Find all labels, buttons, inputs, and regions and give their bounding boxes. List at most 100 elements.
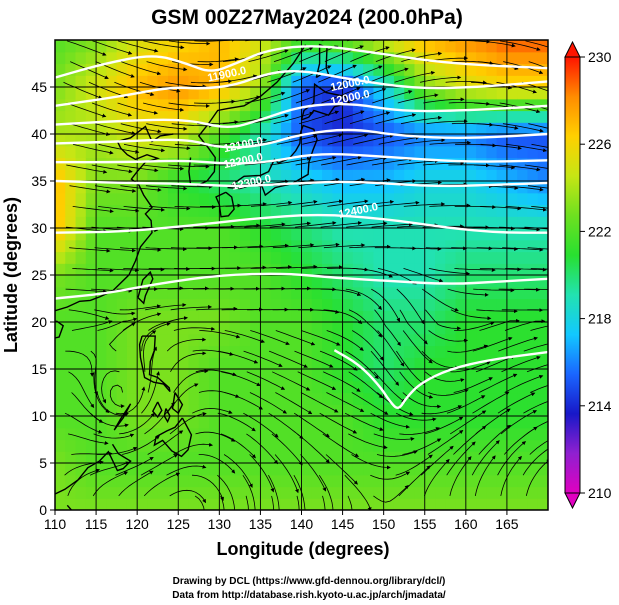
streamline [346,87,387,104]
heat-cell [322,228,333,241]
heat-cell [75,392,87,405]
heat-cell [506,486,518,499]
streamline [298,110,340,125]
heat-cell [137,216,149,229]
heat-cell [198,345,210,358]
streamline [348,309,383,338]
heat-cell [260,298,272,311]
streamline [66,164,108,174]
heat-cell [404,298,416,311]
heat-cell [65,404,77,417]
heat-cell [517,416,529,429]
heat-cell [383,369,395,382]
height-contour [55,152,548,165]
heat-cell [239,122,251,135]
heat-cell [404,239,416,253]
heat-cell [126,416,138,429]
heat-cell [476,345,487,358]
heat-cell [414,451,426,464]
heat-cell [342,427,354,441]
heat-cell [85,98,97,112]
streamline [351,330,384,361]
heat-cell [486,122,498,135]
heat-cell [404,169,416,182]
heat-cell [116,486,128,499]
streamline [216,74,258,83]
heat-cell [55,404,66,417]
heat-cell [506,345,518,358]
heat-cell [188,228,200,241]
heat-cell [476,427,487,441]
heat-cell [147,392,159,405]
heat-cell [85,134,97,147]
streamline [144,401,175,435]
streamline [318,474,334,510]
streamline [371,288,400,323]
heat-cell [301,439,313,452]
x-tick-label: 155 [413,516,437,532]
heat-cell [496,75,508,88]
heat-cell [311,474,323,488]
heat-cell [414,239,426,253]
heat-cell [209,75,220,88]
heat-cell [65,134,77,147]
heat-cell [445,498,457,510]
heat-cell [96,98,107,112]
heat-cell [363,98,374,112]
heat-cell [260,181,272,194]
heat-cell [393,192,405,206]
heat-cell [486,181,498,194]
heat-cell [465,369,477,382]
heat-cell [167,192,179,206]
heat-cell [178,75,190,88]
heat-cell [239,40,251,53]
heat-cell [527,134,539,147]
heat-cell [383,380,395,394]
heat-cell [465,145,477,159]
streamline [276,264,318,269]
streamline [425,309,462,331]
heat-cell [301,427,313,441]
heat-cell [116,51,128,65]
heat-cell [486,87,498,100]
heat-cell [476,216,487,229]
heat-cell [476,275,487,288]
streamline [293,412,330,438]
heat-cell [270,463,282,476]
streamline [123,267,165,272]
heat-cell [260,333,272,347]
heat-cell [352,451,364,464]
heat-cell [352,310,364,323]
heat-cell [476,110,487,123]
heat-cell [435,263,446,276]
heat-cell [229,286,241,300]
streamline [141,322,171,352]
streamline [450,309,492,321]
streamline [525,102,548,110]
heat-cell [445,275,457,288]
heat-cell [517,98,529,112]
heat-cell [167,474,179,488]
heat-cell [414,486,426,499]
heat-cell [167,87,179,100]
heat-cell [352,392,364,405]
streamline [122,435,160,455]
heat-cell [424,345,436,358]
heat-cell [219,228,231,241]
streamline [400,246,442,251]
heat-cell [414,169,426,182]
heat-cell [414,474,426,488]
heat-cell [363,416,374,429]
heat-cell [106,392,118,405]
heat-cell [537,310,548,323]
heat-cell [167,216,179,229]
heat-cell [260,463,272,476]
streamline [479,373,518,393]
y-tick-label: 20 [31,314,47,330]
streamline [272,371,311,391]
heat-cell [465,239,477,253]
streamline [344,474,372,510]
heat-cell [332,463,344,476]
heat-cell [126,439,138,452]
heat-cell [280,263,292,276]
